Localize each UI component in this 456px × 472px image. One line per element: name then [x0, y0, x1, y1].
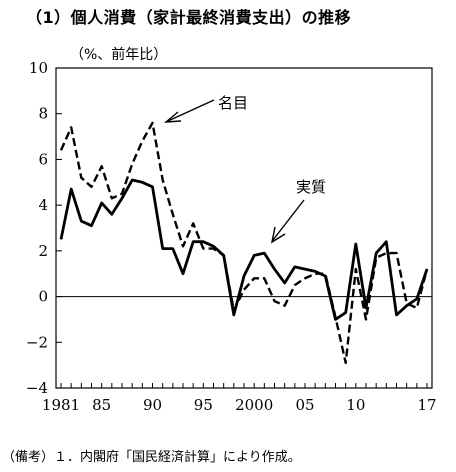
annotation-arrow-real — [272, 199, 305, 241]
footnote: （備考）１．内閣府「国民経済計算」により作成。 — [2, 450, 301, 465]
annotation-arrow-nominal — [167, 99, 215, 122]
x-tick-label: 10 — [346, 396, 365, 414]
annotation-arrowhead-real — [270, 226, 286, 244]
x-tick-label: 05 — [295, 396, 314, 414]
x-tick-label: 95 — [194, 396, 213, 414]
y-tick-label: 4 — [38, 196, 48, 214]
y-tick-label: 8 — [38, 105, 48, 123]
y-tick-label: 6 — [38, 150, 48, 168]
x-tick-label: 2000 — [235, 396, 273, 414]
figure-title: （1）個人消費（家計最終消費支出）の推移 — [26, 8, 352, 27]
x-tick-label: 17 — [417, 396, 436, 414]
y-tick-label: 10 — [29, 59, 48, 77]
y-tick-label: 0 — [38, 288, 48, 306]
x-tick-label: 90 — [143, 396, 162, 414]
plot-frame — [55, 67, 433, 389]
series-label-real: 実質 — [296, 178, 326, 196]
y-tick-label: −4 — [26, 379, 48, 397]
x-tick-label: 1981 — [42, 396, 80, 414]
annotation-arrowhead-nominal — [163, 111, 182, 123]
series-line-nominal — [59, 121, 429, 365]
series-label-nominal: 名目 — [218, 94, 248, 112]
y-tick-label: −2 — [26, 333, 48, 351]
y-tick-label: 2 — [38, 242, 48, 260]
unit-label: （%、前年比） — [70, 47, 168, 63]
series-line-real — [59, 178, 429, 321]
x-tick-label: 85 — [92, 396, 111, 414]
